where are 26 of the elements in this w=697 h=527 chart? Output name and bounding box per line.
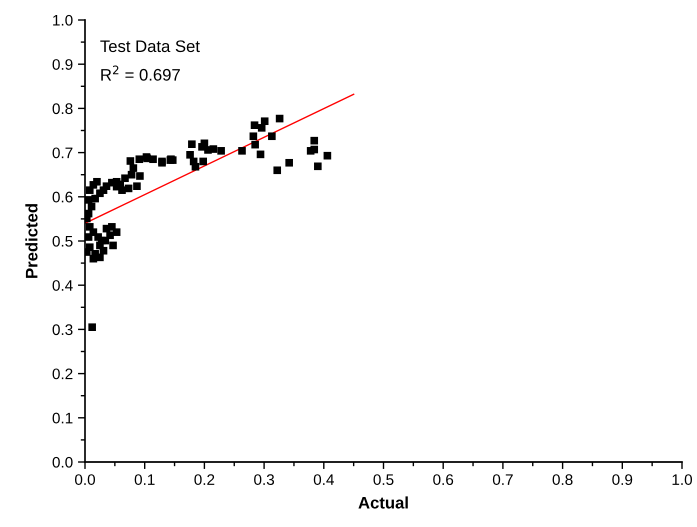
annotation: R$^{2}$ = 0.697 — [101, 66, 180, 81]
x-tick-label: 0.7 — [492, 474, 513, 486]
y-tick-label: 0.3 — [52, 324, 73, 336]
y-tick-label: 1.0 — [53, 14, 73, 26]
y-tick-label: 0.7 — [52, 147, 72, 158]
x-axis-title: Actual — [358, 496, 408, 509]
y-tick-label: 0.4 — [52, 280, 73, 291]
x-tick-label: 0.9 — [612, 474, 632, 486]
x-tick-label: 0.4 — [314, 474, 334, 486]
x-tick-label: 0.5 — [373, 474, 394, 486]
x-tick-label: 0.3 — [254, 474, 274, 486]
x-tick-label: 0.2 — [194, 474, 214, 486]
y-tick-label: 0.0 — [52, 456, 73, 468]
x-tick-label: 0.1 — [134, 474, 155, 486]
y-tick-label: 0.5 — [52, 236, 73, 247]
y-tick-label: 0.1 — [52, 412, 72, 424]
y-tick-label: 0.8 — [52, 103, 73, 114]
y-axis-title: Predicted — [25, 204, 38, 278]
x-tick-label: 0.8 — [552, 474, 573, 486]
y-tick-label: 0.2 — [52, 368, 72, 380]
x-tick-label: 0.0 — [74, 474, 96, 486]
x-tick-label: 0.6 — [433, 474, 454, 486]
y-tick-label: 0.9 — [52, 59, 72, 70]
x-tick-label: 1.0 — [672, 474, 692, 486]
y-tick-label: 0.6 — [52, 192, 73, 202]
annotation: Test Data Set — [100, 40, 200, 52]
